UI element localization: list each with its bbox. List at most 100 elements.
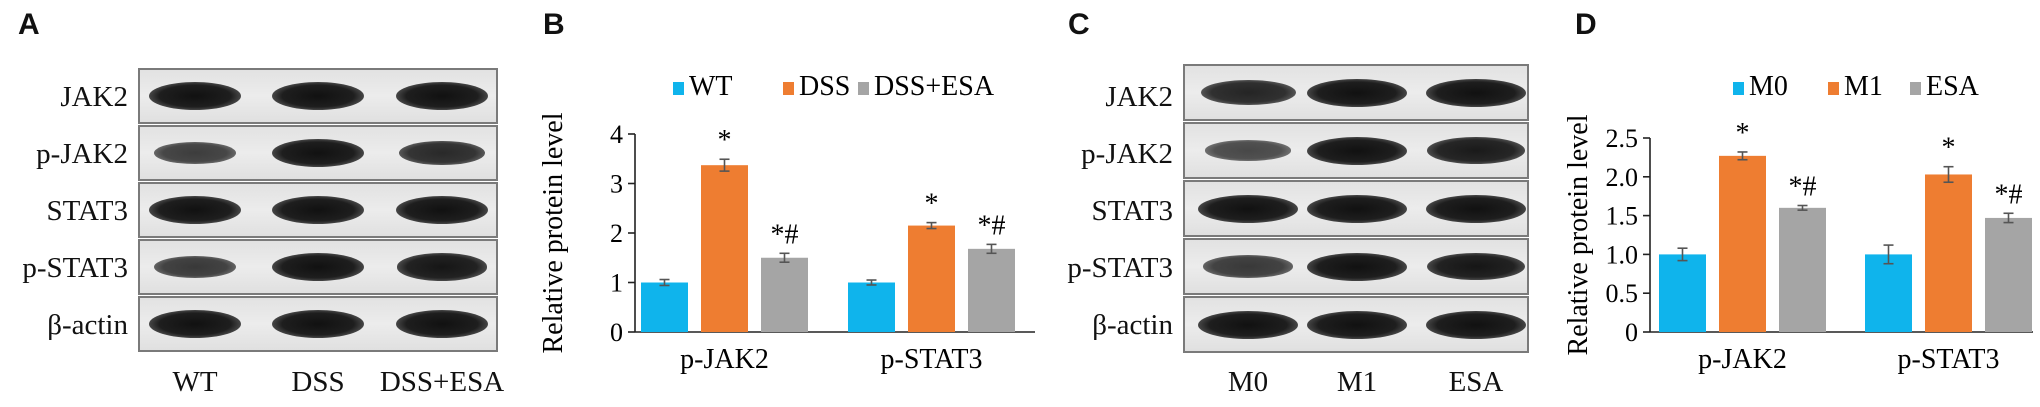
blot-band — [1307, 310, 1407, 339]
blot-band — [1307, 252, 1407, 281]
blot-band — [396, 253, 488, 281]
blot-band — [154, 142, 236, 164]
significance-label: * — [1942, 133, 1956, 164]
blot-row-label: p-STAT3 — [1067, 252, 1173, 284]
bar — [641, 282, 688, 332]
legend-swatch — [783, 82, 794, 95]
significance-label: * — [718, 125, 732, 156]
panel-letter-b: B — [543, 8, 565, 41]
legend-swatch — [1733, 82, 1744, 95]
bar — [1719, 155, 1766, 332]
blot-band — [272, 253, 364, 281]
blot-band — [1307, 136, 1407, 165]
x-tick-label: p-JAK2 — [1698, 344, 1787, 375]
blot-row-label: p-STAT3 — [22, 252, 128, 284]
bar-chart-b: 0 1 2 3 4 Relative protein level WT DSS DSS+ESA *… — [540, 71, 1035, 375]
blot-row-label: STAT3 — [46, 195, 128, 227]
significance-label: *# — [771, 219, 799, 250]
blot-band — [1426, 194, 1526, 223]
blot-row-label: β-actin — [47, 309, 128, 341]
y-tick-label: 1.0 — [1606, 240, 1639, 269]
x-tick-label: p-STAT3 — [1898, 344, 2000, 375]
y-tick-label: 4 — [610, 120, 623, 149]
bar — [1865, 254, 1912, 332]
panel-letter-d: D — [1575, 8, 1597, 41]
legend-swatch — [1910, 82, 1921, 95]
blot-row-label: p-JAK2 — [1081, 138, 1173, 170]
blot-band — [1198, 194, 1298, 223]
blot-band — [396, 196, 488, 224]
bar — [701, 165, 748, 332]
blot-lane-label: ESA — [1448, 366, 1504, 398]
blot-band — [398, 140, 486, 166]
blot-lane-label: DSS+ESA — [379, 366, 505, 398]
blot-row-label: β-actin — [1092, 309, 1173, 341]
y-tick-label: 2.0 — [1606, 163, 1639, 192]
legend-label: M1 — [1844, 71, 1883, 102]
blot-band — [1204, 140, 1292, 161]
legend-label: DSS+ESA — [874, 71, 995, 102]
y-axis-label: Relative protein level — [1565, 114, 1594, 355]
bar — [1985, 217, 2032, 332]
x-tick-label: p-JAK2 — [680, 344, 769, 375]
x-tick-label: p-STAT3 — [881, 344, 983, 375]
significance-label: *# — [1995, 179, 2023, 210]
blot-band — [396, 82, 488, 110]
blot-band — [1198, 310, 1298, 339]
legend-label: DSS — [799, 71, 850, 102]
blot-band — [1203, 255, 1293, 278]
significance-label: * — [925, 189, 939, 220]
y-tick-label: 3 — [610, 170, 623, 199]
significance-label: *# — [978, 210, 1006, 241]
blot-lane-label: DSS — [291, 366, 345, 398]
panel-letter-c: C — [1068, 8, 1090, 41]
legend-label: M0 — [1749, 71, 1788, 102]
bar — [968, 248, 1015, 332]
bar — [761, 257, 808, 332]
blot-row-label: p-JAK2 — [36, 138, 128, 170]
y-tick-label: 1 — [610, 269, 623, 298]
blot-band — [1427, 137, 1525, 164]
blot-lane-label: M0 — [1227, 366, 1269, 398]
bar — [848, 282, 895, 332]
blot-band — [1426, 252, 1526, 281]
legend-swatch — [1828, 82, 1839, 95]
blot-lane-label: WT — [172, 366, 218, 398]
y-tick-label: 1.5 — [1606, 202, 1639, 231]
blot-band — [1307, 78, 1407, 107]
blot-band — [1426, 310, 1526, 339]
blot-band — [1426, 78, 1526, 107]
bar — [908, 225, 955, 332]
bar — [1779, 207, 1826, 332]
blot-row-label: JAK2 — [1105, 81, 1173, 113]
bar — [1659, 254, 1706, 332]
y-tick-label: 2 — [610, 219, 623, 248]
blot-band — [272, 82, 364, 110]
panel-letter-a: A — [18, 8, 40, 41]
blot-band — [396, 310, 488, 338]
y-tick-label: 2.5 — [1606, 124, 1639, 153]
y-tick-label: 0 — [610, 318, 623, 347]
blot-row-label: JAK2 — [60, 81, 128, 113]
y-tick-label: 0.5 — [1606, 279, 1639, 308]
y-axis-label: Relative protein level — [540, 112, 569, 353]
blot-band — [149, 310, 241, 338]
blot-band — [149, 196, 241, 224]
bar-chart-d: 0 0.5 1.0 1.5 2.0 2.5 Relative protein level M0… — [1565, 71, 2033, 375]
blot-band — [1307, 194, 1407, 223]
blot-lane-label: M1 — [1336, 366, 1378, 398]
y-tick-label: 0 — [1625, 318, 1638, 347]
blot-band — [153, 255, 237, 279]
blot-band — [272, 139, 364, 167]
legend-label: WT — [689, 71, 733, 102]
blot-band — [1200, 79, 1296, 106]
blot-row-label: STAT3 — [1091, 195, 1173, 227]
blot-band — [149, 82, 241, 110]
blot-band — [272, 196, 364, 224]
significance-label: * — [1736, 118, 1750, 149]
blot-band — [272, 310, 364, 338]
legend-label: ESA — [1926, 71, 1980, 102]
bar — [1925, 174, 1972, 332]
legend-swatch — [858, 82, 869, 95]
legend-swatch — [673, 82, 684, 95]
